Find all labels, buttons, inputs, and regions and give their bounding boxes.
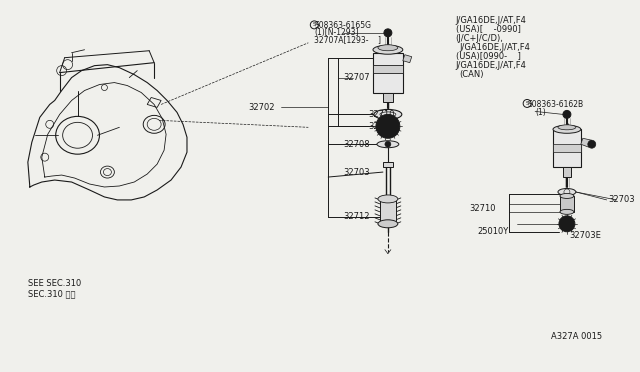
Text: (1): (1) bbox=[535, 108, 546, 117]
Circle shape bbox=[376, 114, 400, 138]
Text: 32707A[1293-    ]: 32707A[1293- ] bbox=[314, 35, 381, 44]
Text: SEC.310 参照: SEC.310 参照 bbox=[28, 289, 76, 298]
Text: J/GA16DE,J/AT,F4: J/GA16DE,J/AT,F4 bbox=[456, 16, 526, 25]
Bar bbox=[553, 129, 581, 167]
Text: 32707: 32707 bbox=[343, 73, 370, 82]
Ellipse shape bbox=[373, 45, 403, 54]
Text: 32710: 32710 bbox=[470, 204, 496, 214]
Bar bbox=[373, 53, 403, 93]
Bar bbox=[563, 167, 571, 177]
Bar bbox=[380, 199, 396, 224]
Text: 32703: 32703 bbox=[609, 195, 636, 205]
Text: (CAN): (CAN) bbox=[460, 70, 484, 79]
Circle shape bbox=[563, 110, 571, 118]
Polygon shape bbox=[403, 55, 412, 62]
Ellipse shape bbox=[560, 193, 574, 198]
Text: 32709: 32709 bbox=[368, 122, 394, 131]
Text: S: S bbox=[312, 22, 316, 28]
Ellipse shape bbox=[558, 125, 576, 130]
Text: 32703E: 32703E bbox=[569, 231, 601, 240]
Text: J/GA16DE,J/AT,F4: J/GA16DE,J/AT,F4 bbox=[456, 61, 526, 70]
Text: S08363-6162B: S08363-6162B bbox=[527, 100, 583, 109]
Text: (1)[N-1293]: (1)[N-1293] bbox=[314, 28, 359, 37]
Text: 32712: 32712 bbox=[343, 212, 370, 221]
Ellipse shape bbox=[374, 109, 402, 119]
Ellipse shape bbox=[378, 195, 398, 203]
Ellipse shape bbox=[558, 189, 576, 195]
Ellipse shape bbox=[378, 220, 398, 228]
Ellipse shape bbox=[553, 125, 581, 133]
Bar bbox=[560, 196, 574, 212]
Bar bbox=[383, 93, 393, 102]
Ellipse shape bbox=[380, 112, 396, 117]
Circle shape bbox=[559, 216, 575, 232]
Text: (J/C+J/C/D),: (J/C+J/C/D), bbox=[456, 34, 504, 43]
Ellipse shape bbox=[377, 141, 399, 148]
Ellipse shape bbox=[378, 45, 398, 51]
Text: (USA)[    -0990]: (USA)[ -0990] bbox=[456, 25, 520, 34]
Text: SEE SEC.310: SEE SEC.310 bbox=[28, 279, 81, 288]
Circle shape bbox=[385, 141, 391, 147]
Text: (USA)[0990-    ]: (USA)[0990- ] bbox=[456, 52, 520, 61]
Circle shape bbox=[384, 29, 392, 37]
Text: 32710: 32710 bbox=[368, 110, 394, 119]
Text: 32708: 32708 bbox=[343, 140, 370, 149]
Text: 25010Y: 25010Y bbox=[477, 227, 509, 236]
Text: 32703: 32703 bbox=[343, 167, 370, 177]
Polygon shape bbox=[581, 138, 592, 147]
Ellipse shape bbox=[560, 209, 574, 214]
Bar bbox=[553, 144, 581, 152]
Text: S08363-6165G: S08363-6165G bbox=[314, 21, 371, 31]
Text: J/GA16DE,J/AT,F4: J/GA16DE,J/AT,F4 bbox=[460, 43, 531, 52]
Bar bbox=[373, 65, 403, 73]
Text: A327A 0015: A327A 0015 bbox=[551, 332, 602, 341]
Bar bbox=[383, 162, 393, 167]
Circle shape bbox=[588, 140, 596, 148]
Text: 32702: 32702 bbox=[249, 103, 275, 112]
Text: S: S bbox=[525, 101, 529, 106]
